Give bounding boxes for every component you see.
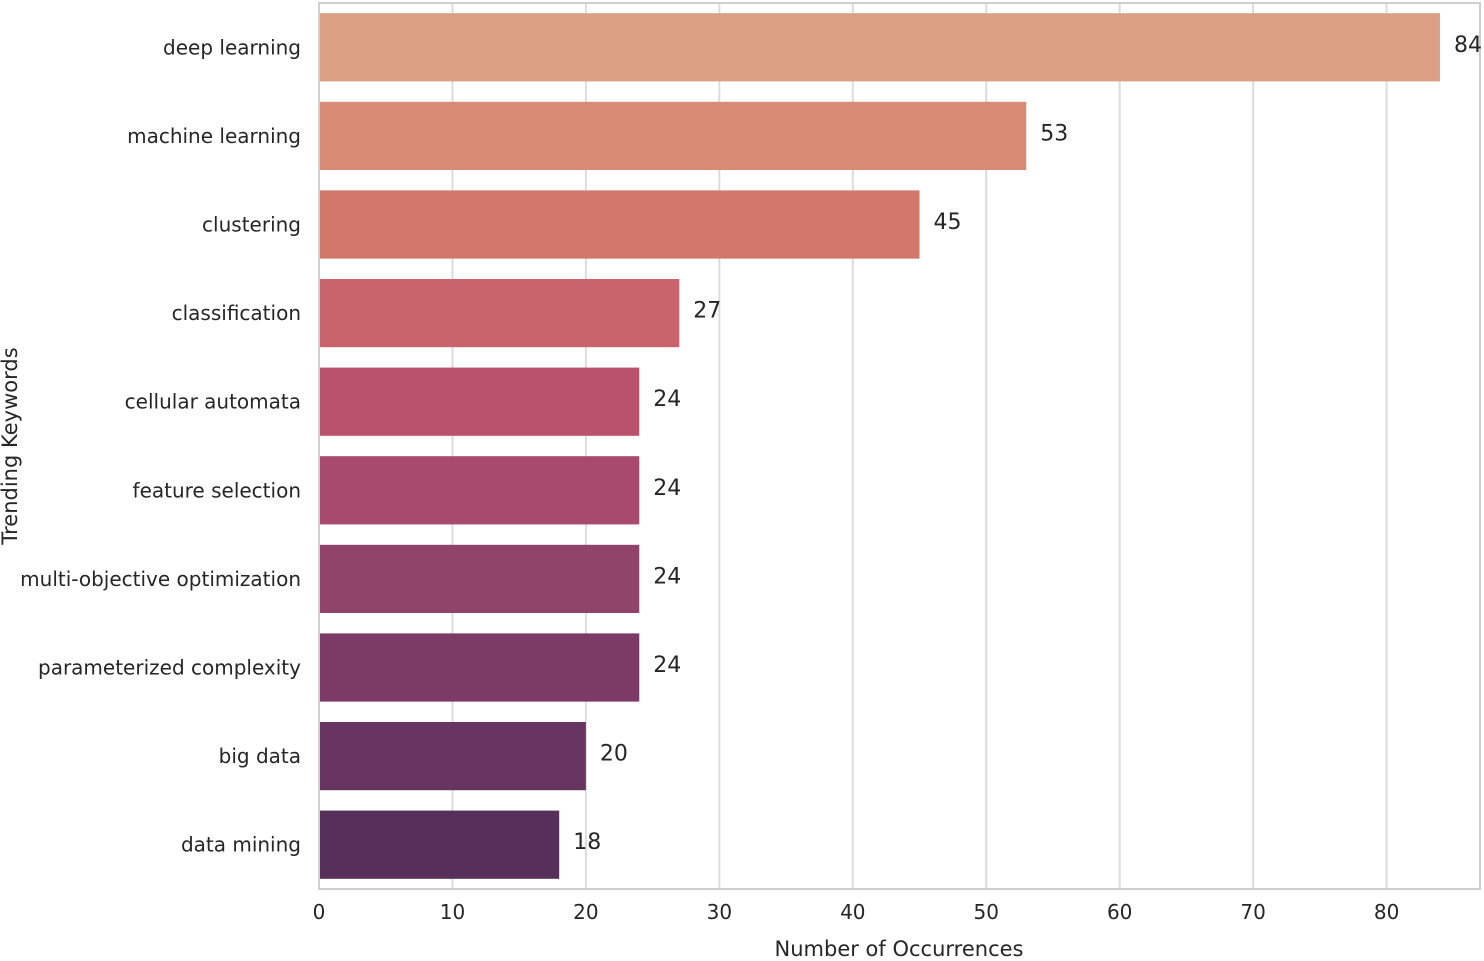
y-tick-label: data mining	[181, 833, 301, 857]
data-labels: 84 53 45 27 24 24 24 24 20 18	[573, 33, 1482, 855]
y-tick-label: parameterized complexity	[38, 656, 301, 680]
data-label: 24	[653, 476, 681, 501]
plot-frame	[318, 2, 1481, 890]
data-label: 84	[1454, 33, 1482, 58]
y-tick-label: cellular automata	[125, 390, 301, 414]
bar	[319, 721, 586, 791]
x-tick-label: 40	[840, 900, 865, 924]
bar	[319, 367, 640, 436]
y-tick-labels: deep learning machine learning clustering c…	[20, 35, 301, 856]
x-tick-label: 30	[707, 900, 732, 924]
y-tick-label: multi-objective optimization	[20, 567, 301, 591]
bar	[319, 544, 640, 614]
y-tick-label: classification	[172, 301, 301, 325]
y-tick-label: machine learning	[127, 124, 301, 148]
x-tick-label: 80	[1374, 900, 1399, 924]
y-tick-label: feature selection	[133, 478, 301, 502]
x-tick-label: 20	[573, 900, 598, 924]
data-label: 20	[600, 742, 628, 767]
data-label: 24	[653, 387, 681, 412]
y-tick-label: big data	[219, 744, 301, 768]
x-tick-label: 60	[1107, 900, 1132, 924]
data-label: 53	[1040, 121, 1068, 146]
bars-group	[319, 13, 1440, 879]
data-label: 45	[934, 210, 962, 235]
bar	[319, 456, 640, 525]
x-tick-labels: 0 10 20 30 40 50 60 70 80	[313, 900, 1400, 924]
bar	[319, 278, 680, 348]
data-label: 24	[653, 564, 681, 589]
bar	[319, 810, 560, 879]
data-label: 27	[693, 299, 721, 324]
y-tick-label: clustering	[202, 213, 301, 237]
x-tick-label: 10	[440, 900, 465, 924]
x-tick-label: 70	[1240, 900, 1265, 924]
bar	[319, 13, 1440, 82]
x-tick-label: 0	[313, 900, 326, 924]
plot-border	[318, 2, 1481, 890]
bar	[319, 633, 640, 702]
x-axis-title: Number of Occurrences	[775, 937, 1024, 961]
bar	[319, 190, 920, 259]
bar	[319, 101, 1027, 171]
data-label: 24	[653, 653, 681, 678]
y-tick-label: deep learning	[163, 35, 301, 59]
x-tick-label: 50	[974, 900, 999, 924]
y-axis-title: Trending Keywords	[0, 347, 22, 545]
data-label: 18	[573, 830, 601, 855]
